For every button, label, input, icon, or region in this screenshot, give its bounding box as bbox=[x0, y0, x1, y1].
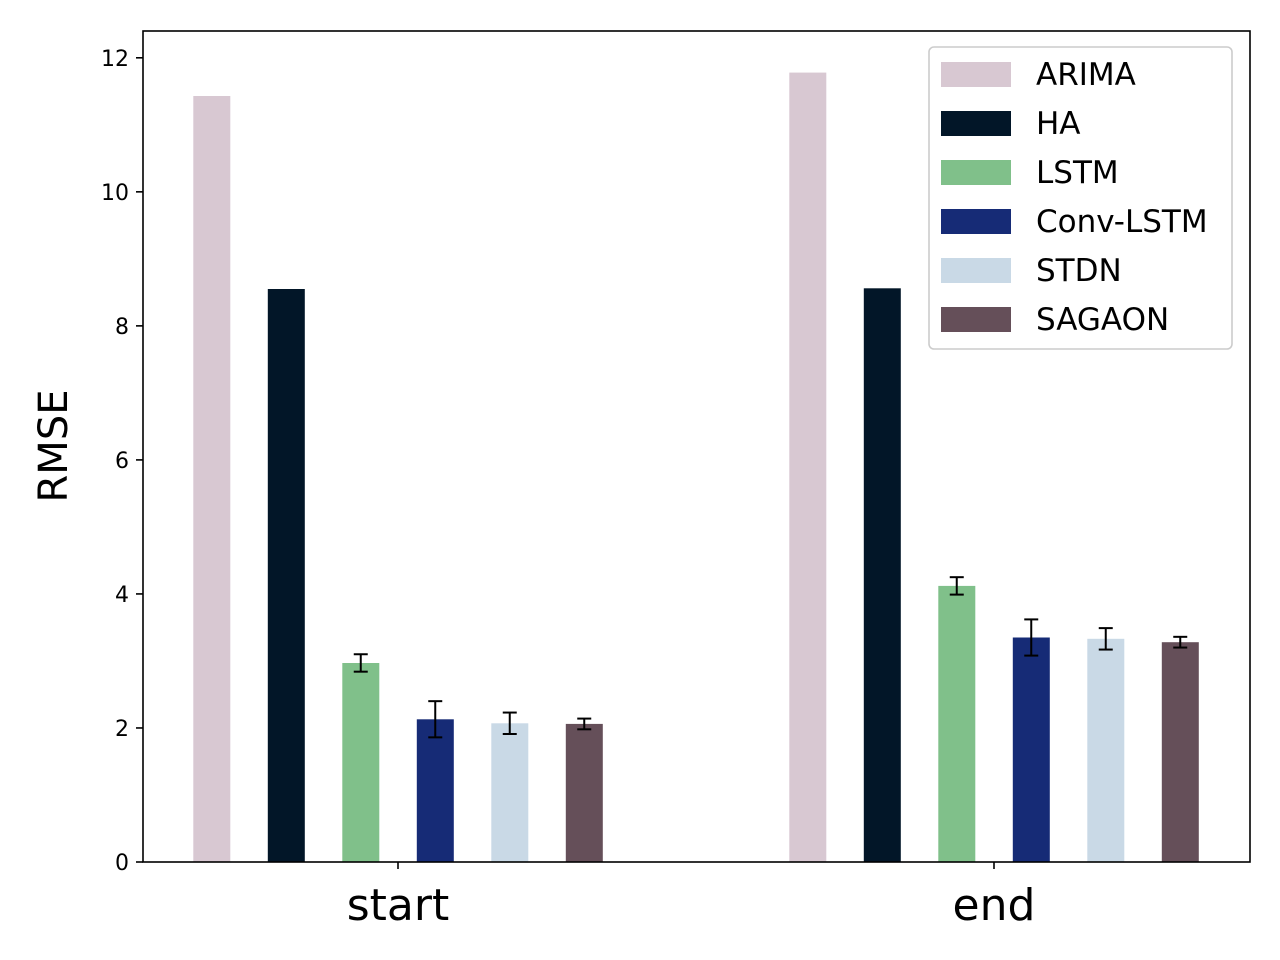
bar-conv-lstm-end bbox=[1012, 637, 1050, 862]
error-bar-sagaon-start bbox=[577, 717, 592, 731]
bar-lstm-end bbox=[938, 585, 976, 862]
legend-label-conv-lstm: Conv-LSTM bbox=[1036, 204, 1208, 240]
error-bar-lstm-start bbox=[353, 653, 368, 673]
error-bar-sagaon-end bbox=[1173, 635, 1188, 649]
legend-label-lstm: LSTM bbox=[1036, 155, 1119, 191]
error-bars-layer bbox=[353, 576, 1188, 739]
legend-label-sagaon: SAGAON bbox=[1036, 302, 1169, 338]
bar-arima-end bbox=[789, 72, 827, 863]
error-bar-stdn-end bbox=[1098, 627, 1113, 651]
bar-conv-lstm-start bbox=[416, 719, 454, 862]
y-tick-label: 2 bbox=[115, 717, 129, 742]
legend-swatch-stdn bbox=[941, 258, 1011, 283]
y-tick-label: 12 bbox=[101, 47, 129, 72]
x-tick-label-start: start bbox=[347, 880, 449, 931]
legend: ARIMA HA LSTM Conv-LSTM STDN SAGAON bbox=[928, 46, 1233, 350]
legend-swatch-conv-lstm bbox=[941, 209, 1011, 234]
bar-arima-start bbox=[193, 96, 231, 862]
error-bar-conv-lstm-end bbox=[1024, 618, 1039, 657]
error-bar-conv-lstm-start bbox=[428, 700, 443, 739]
legend-swatch-sagaon bbox=[941, 307, 1011, 332]
bar-stdn-start bbox=[491, 723, 529, 862]
bar-lstm-start bbox=[342, 663, 380, 862]
y-tick-label: 0 bbox=[115, 851, 129, 876]
y-tick-label: 10 bbox=[101, 181, 129, 206]
legend-label-ha: HA bbox=[1036, 106, 1081, 142]
bar-sagaon-start bbox=[565, 723, 603, 862]
legend-label-arima: ARIMA bbox=[1036, 57, 1136, 93]
y-tick-label: 6 bbox=[115, 449, 129, 474]
y-axis: 0 2 4 6 8 10 12 bbox=[101, 47, 143, 876]
y-axis-title: RMSE bbox=[31, 390, 77, 503]
legend-swatch-ha bbox=[941, 111, 1011, 136]
bars-layer bbox=[193, 72, 1199, 863]
legend-swatch-lstm bbox=[941, 160, 1011, 185]
bar-stdn-end bbox=[1087, 638, 1125, 862]
legend-label-stdn: STDN bbox=[1036, 253, 1122, 289]
bar-ha-start bbox=[267, 289, 305, 862]
bar-ha-end bbox=[863, 288, 901, 862]
y-tick-label: 4 bbox=[115, 583, 129, 608]
y-tick-label: 8 bbox=[115, 315, 129, 340]
error-bar-stdn-start bbox=[502, 711, 517, 735]
x-axis: start end bbox=[347, 862, 1036, 931]
legend-swatch-arima bbox=[941, 62, 1011, 87]
x-tick-label-end: end bbox=[953, 880, 1036, 931]
error-bar-lstm-end bbox=[949, 576, 964, 596]
plot-frame bbox=[142, 30, 1251, 863]
bar-sagaon-end bbox=[1161, 642, 1199, 862]
